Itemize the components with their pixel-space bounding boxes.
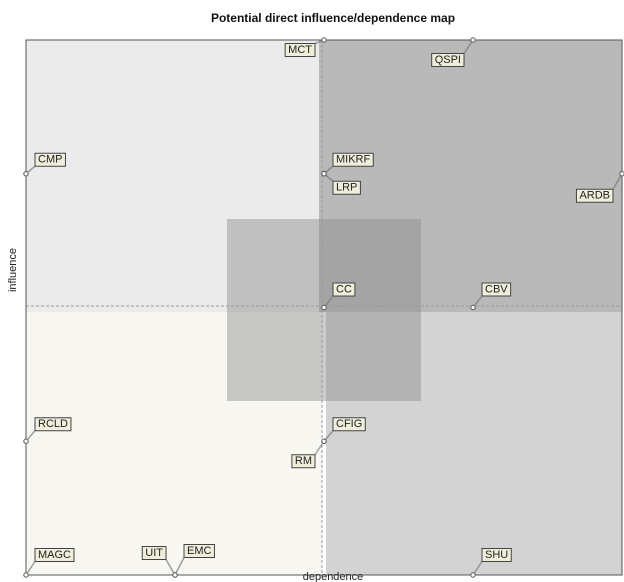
point-group: ARDB	[575, 171, 624, 203]
label-box	[34, 152, 66, 167]
point-label: UIT	[145, 547, 163, 559]
label-box	[284, 43, 316, 57]
label-box	[431, 53, 465, 67]
point-label: MCT	[288, 44, 312, 56]
point	[23, 171, 29, 177]
y-axis-label: influence	[7, 248, 19, 292]
quadrant	[319, 40, 622, 312]
point-group: CBV	[470, 282, 512, 311]
point	[172, 572, 178, 578]
point-group: CMP	[23, 152, 66, 177]
point-group: RM	[291, 438, 327, 469]
quadrant	[26, 312, 322, 575]
point-label: CC	[336, 283, 352, 295]
label-box	[481, 282, 512, 297]
point	[470, 572, 476, 578]
leader-line	[314, 440, 325, 456]
point	[23, 572, 29, 578]
point-group: EMC	[172, 544, 215, 578]
quadrant	[326, 312, 622, 575]
label-box	[332, 417, 366, 432]
point	[321, 171, 327, 177]
label-box	[332, 180, 361, 195]
point-label: RCLD	[38, 418, 68, 430]
point-label: QSPI	[435, 54, 461, 66]
point-label: CFIG	[336, 418, 362, 430]
point	[321, 304, 327, 311]
x-axis-label: dependence	[303, 571, 364, 582]
label-box	[332, 152, 374, 167]
label-box	[291, 454, 316, 469]
point-label: SHU	[485, 549, 508, 561]
point	[23, 438, 29, 444]
point-label: MIKRF	[336, 154, 371, 166]
leader-line	[463, 39, 474, 54]
leader-line	[25, 561, 36, 576]
point-label: RM	[295, 455, 312, 467]
label-box	[34, 417, 72, 432]
point-group: LRP	[321, 171, 361, 195]
point-label: CMP	[38, 154, 62, 166]
label-box	[183, 544, 215, 558]
chart-title: Potential direct influence/dependence ma…	[211, 11, 455, 25]
point-label: EMC	[187, 545, 212, 557]
label-box	[332, 282, 356, 297]
point-group: CC	[321, 282, 356, 311]
point	[321, 37, 327, 43]
leader-line	[472, 561, 483, 576]
label-box	[481, 548, 512, 562]
point-group: SHU	[470, 548, 512, 578]
point-group: UIT	[141, 546, 178, 578]
point	[619, 171, 624, 177]
point-label: ARDB	[579, 190, 610, 202]
point-label: CBV	[485, 283, 508, 295]
point-group: MAGC	[23, 548, 75, 578]
point	[321, 438, 327, 444]
label-box	[34, 548, 75, 562]
label-box	[141, 546, 167, 560]
point-group: RCLD	[23, 417, 72, 444]
point	[470, 304, 476, 311]
point	[470, 37, 476, 43]
leader-line	[612, 173, 623, 190]
point-group: MCT	[284, 37, 327, 57]
quadrant	[26, 40, 322, 312]
point-label: MAGC	[38, 549, 71, 561]
point-group: QSPI	[431, 37, 476, 67]
leader-line	[165, 559, 176, 576]
label-box	[575, 188, 614, 203]
leader-line	[174, 557, 185, 576]
point-label: LRP	[336, 182, 357, 194]
